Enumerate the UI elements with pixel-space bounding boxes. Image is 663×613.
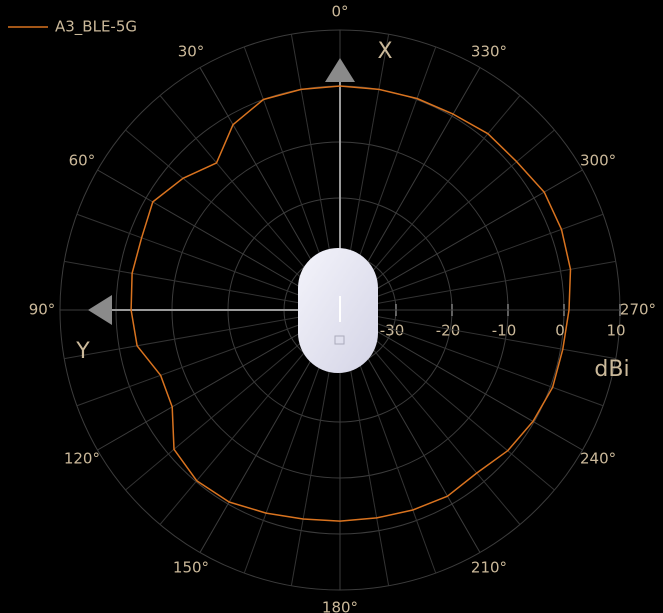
theta-tick-label: 300°: [580, 152, 616, 170]
theta-tick-label: 240°: [580, 450, 616, 468]
theta-tick-label: 180°: [322, 599, 358, 613]
spoke: [76, 213, 341, 311]
legend-label: A3_BLE-5G: [55, 18, 137, 37]
legend: A3_BLE-5G: [8, 18, 137, 37]
spoke: [76, 309, 341, 407]
spoke: [64, 260, 341, 311]
y-axis-label: Y: [75, 339, 90, 364]
device-body: [298, 248, 378, 373]
r-tick-label: 10: [606, 322, 625, 340]
series-line: [130, 85, 572, 522]
device: [298, 248, 378, 373]
r-tick-label: -30: [380, 322, 405, 340]
theta-tick-label: 90°: [29, 301, 56, 319]
r-axis-label: dBi: [594, 357, 629, 382]
spoke: [64, 309, 341, 360]
spoke: [339, 213, 604, 311]
device-logo: [334, 335, 345, 345]
theta-tick-label: 210°: [471, 559, 507, 577]
theta-tick-label: 30°: [178, 42, 205, 60]
theta-tick-label: 60°: [69, 152, 96, 170]
spoke: [339, 309, 604, 407]
theta-tick-label: 150°: [173, 559, 209, 577]
theta-tick-label: 120°: [64, 450, 100, 468]
r-tick-label: 0: [555, 322, 565, 340]
data-layer: [130, 85, 572, 522]
spoke: [339, 309, 583, 451]
r-tick-label: -20: [436, 322, 461, 340]
x-arrow: [325, 58, 355, 82]
x-axis-label: X: [377, 39, 392, 64]
theta-tick-label: 270°: [620, 301, 656, 319]
spoke: [339, 309, 616, 360]
theta-tick-label: 0°: [331, 3, 348, 21]
theta-tick-label: 330°: [471, 42, 507, 60]
y-arrow: [88, 295, 112, 325]
r-tick-label: -10: [492, 322, 517, 340]
spoke: [339, 169, 583, 311]
